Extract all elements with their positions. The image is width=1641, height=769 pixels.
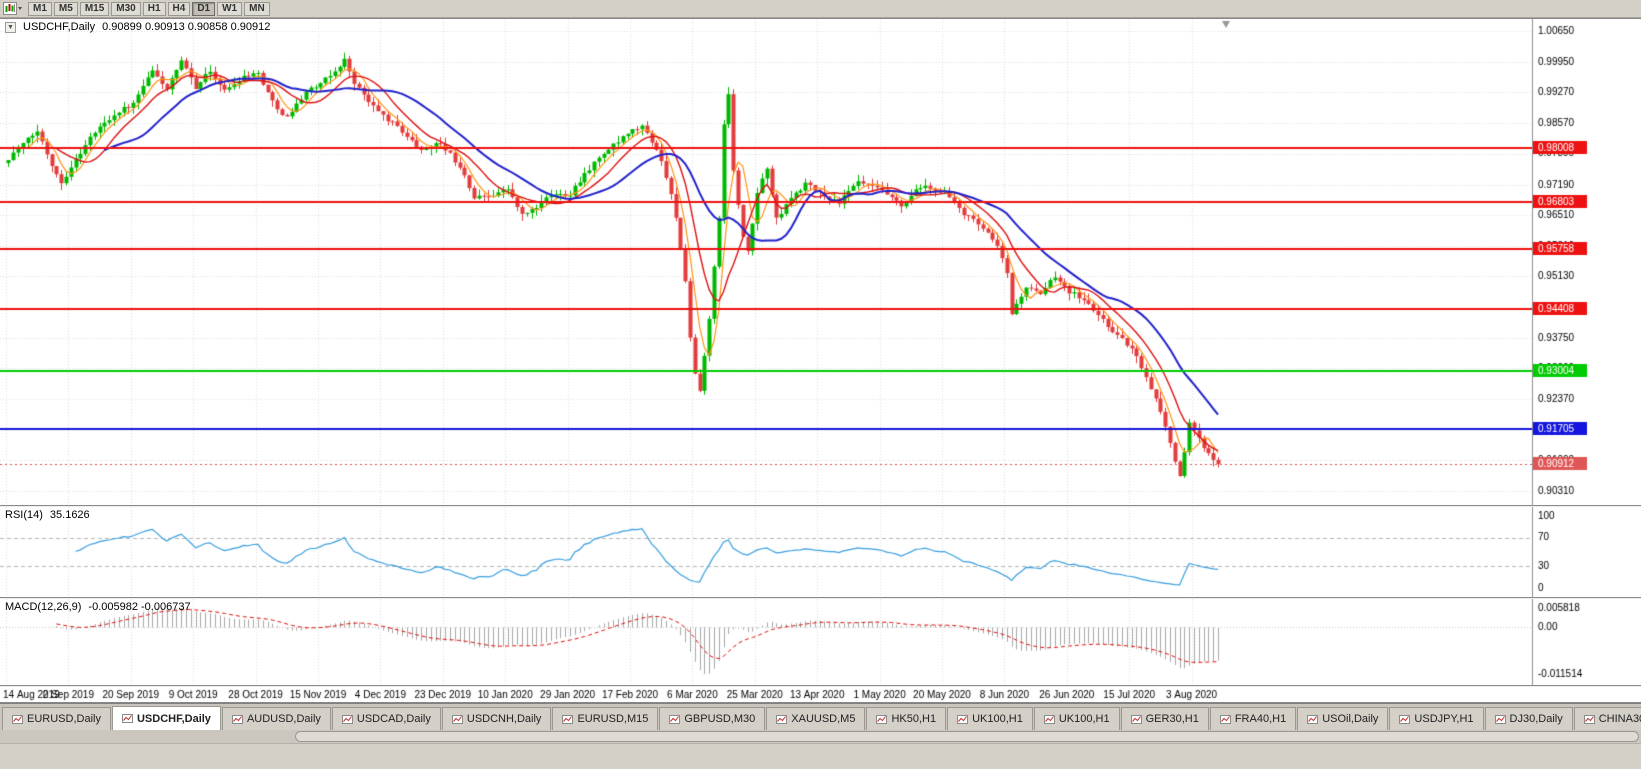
tab-audusd-daily[interactable]: AUDUSD,Daily: [221, 707, 331, 730]
tab-label: USOil,Daily: [1322, 713, 1379, 725]
panel-splitter[interactable]: [0, 685, 1641, 687]
tab-uk100-h1[interactable]: UK100,H1: [947, 707, 1033, 730]
mini-chart-icon: [341, 714, 353, 724]
horizontal-scrollbar[interactable]: [0, 730, 1641, 744]
mini-chart-icon: [121, 714, 133, 723]
tab-eurusd-m15[interactable]: EURUSD,M15: [552, 707, 659, 730]
mini-chart-icon: [1494, 714, 1506, 724]
period-toolbar: M1 M5 M15 M30 H1 H4 D1 W1 MN: [0, 0, 1641, 18]
tab-usoil-daily[interactable]: USOil,Daily: [1297, 707, 1389, 730]
date-axis-panel: [0, 687, 1641, 702]
tab-eurusd-daily[interactable]: EURUSD,Daily: [2, 707, 111, 730]
period-button-m5[interactable]: M5: [53, 1, 78, 16]
main-chart-panel: ▼ USDCHF,Daily 0.90899 0.90913 0.90858 0…: [0, 19, 1641, 505]
candlestick-chart-icon[interactable]: [3, 2, 22, 15]
period-button-m1[interactable]: M1: [28, 1, 52, 16]
chart-window: ▼ USDCHF,Daily 0.90899 0.90913 0.90858 0…: [0, 18, 1641, 703]
tab-label: USDJPY,H1: [1414, 713, 1474, 725]
tab-label: UK100,H1: [1058, 713, 1110, 725]
tab-label: XAUUSD,M5: [791, 713, 856, 725]
rsi-canvas[interactable]: [0, 507, 1641, 597]
mini-chart-icon: [876, 714, 888, 724]
period-button-d1[interactable]: D1: [192, 1, 216, 16]
mini-chart-icon: [1307, 714, 1319, 724]
mini-chart-icon: [1219, 714, 1231, 724]
mini-chart-icon: [562, 714, 574, 724]
panel-splitter[interactable]: [0, 505, 1641, 507]
tab-usdcad-daily[interactable]: USDCAD,Daily: [331, 707, 441, 730]
bottom-strip: [0, 730, 1641, 769]
tab-label: EURUSD,M15: [577, 713, 649, 725]
tab-hk50-h1[interactable]: HK50,H1: [866, 707, 947, 730]
tab-usdcnh-daily[interactable]: USDCNH,Daily: [441, 707, 552, 730]
tab-label: USDCHF,Daily: [136, 712, 211, 725]
period-button-m15[interactable]: M15: [79, 1, 110, 16]
tab-usdchf-daily[interactable]: USDCHF,Daily: [111, 706, 221, 730]
period-button-w1[interactable]: W1: [217, 1, 243, 16]
tab-usdjpy-h1[interactable]: USDJPY,H1: [1389, 707, 1484, 730]
panel-splitter[interactable]: [0, 597, 1641, 599]
timeframe-buttons: M1 M5 M15 M30 H1 H4 D1 W1 MN: [28, 1, 270, 16]
tab-gbpusd-m30[interactable]: GBPUSD,M30: [659, 707, 766, 730]
tab-label: HK50,H1: [891, 713, 937, 725]
tab-china300-h4[interactable]: CHINA300,H4: [1573, 707, 1641, 730]
tab-ger30-h1[interactable]: GER30,H1: [1120, 707, 1209, 730]
tab-uk100-h1[interactable]: UK100,H1: [1033, 707, 1120, 730]
tab-label: DJ30,Daily: [1509, 713, 1563, 725]
tab-label: UK100,H1: [972, 713, 1023, 725]
mini-chart-icon: [12, 714, 23, 724]
date-axis-canvas[interactable]: [0, 687, 1641, 702]
mini-chart-icon: [231, 714, 243, 724]
tab-label: FRA40,H1: [1234, 713, 1287, 725]
tab-label: GBPUSD,M30: [684, 713, 756, 725]
rsi-panel: RSI(14) 35.1626: [0, 507, 1641, 597]
macd-canvas[interactable]: [0, 599, 1641, 685]
chart-tabs: EURUSD,Daily USDCHF,Daily AUDUSD,Daily USDC…: [0, 703, 1641, 730]
tab-xauusd-m5[interactable]: XAUUSD,M5: [766, 707, 866, 730]
tab-fra40-h1[interactable]: FRA40,H1: [1209, 707, 1297, 730]
tab-label: GER30,H1: [1145, 713, 1199, 725]
tab-label: AUDUSD,Daily: [246, 713, 321, 725]
mini-chart-icon: [957, 714, 969, 724]
mini-chart-icon: [1583, 714, 1595, 724]
period-button-h4[interactable]: H4: [167, 1, 191, 16]
tab-label: CHINA300,H4: [1598, 713, 1641, 725]
mini-chart-icon: [1399, 714, 1411, 724]
tab-label: EURUSD,Daily: [27, 713, 101, 725]
mini-chart-icon: [1130, 714, 1142, 724]
tab-label: USDCAD,Daily: [356, 713, 431, 725]
period-button-mn[interactable]: MN: [244, 1, 270, 16]
chart-dropdown-icon[interactable]: ▼: [5, 21, 16, 33]
period-button-m30[interactable]: M30: [111, 1, 141, 16]
mini-chart-icon: [451, 714, 463, 724]
scrollbar-thumb[interactable]: [295, 731, 1639, 742]
mini-chart-icon: [776, 714, 788, 724]
period-button-h1[interactable]: H1: [142, 1, 166, 16]
tab-dj30-daily[interactable]: DJ30,Daily: [1484, 707, 1573, 730]
macd-panel: MACD(12,26,9) -0.005982 -0.006737: [0, 599, 1641, 685]
main-chart-canvas[interactable]: [0, 19, 1641, 505]
mini-chart-icon: [1043, 714, 1055, 724]
mini-chart-icon: [669, 714, 681, 724]
tab-label: USDCNH,Daily: [466, 713, 542, 725]
